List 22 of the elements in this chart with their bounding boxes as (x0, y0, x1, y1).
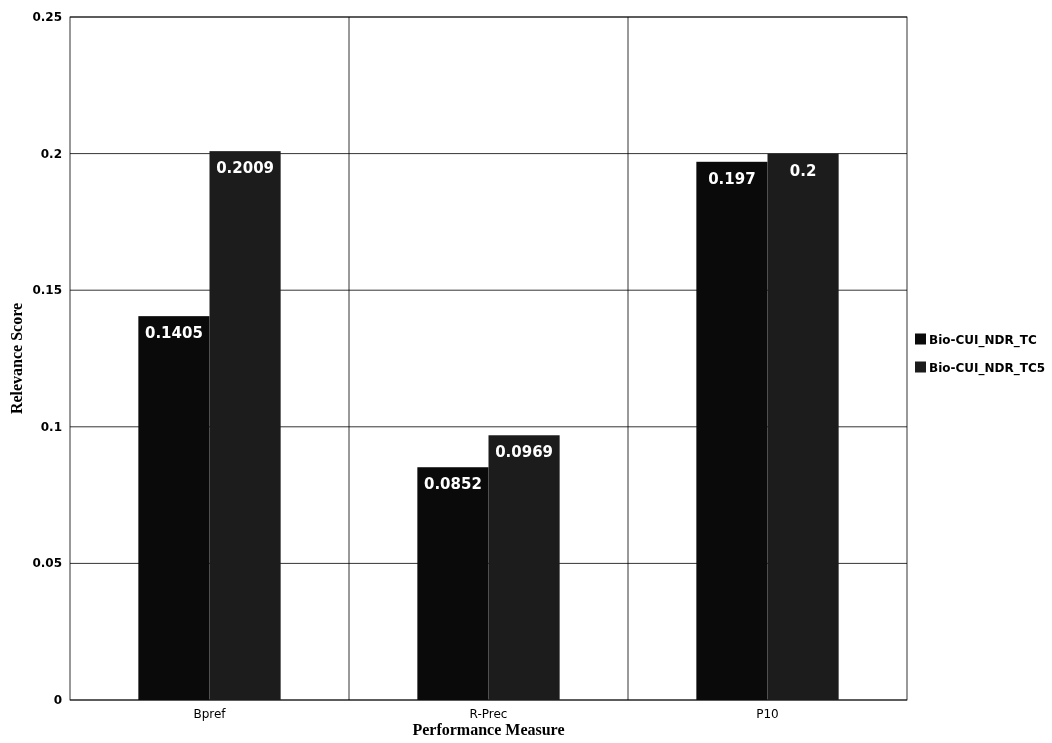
data-label: 0.0969 (495, 443, 554, 462)
y-tick-label: 0 (53, 693, 62, 707)
bar (767, 153, 839, 700)
legend-label: Bio-CUI_NDR_TC (929, 332, 1037, 348)
y-tick-label: 0.2 (40, 146, 62, 161)
bar (209, 151, 281, 700)
y-tick-label: 0.15 (32, 283, 62, 298)
y-tick-label: 0.25 (32, 10, 62, 24)
data-label: 0.0852 (423, 475, 482, 494)
legend-label: Bio-CUI_NDR_TC5 (929, 360, 1046, 376)
data-label: 0.197 (708, 169, 756, 188)
y-axis-title: Relevance Score (8, 302, 25, 415)
x-tick-label: Bpref (193, 707, 227, 721)
data-label: 0.2009 (216, 159, 275, 178)
data-label: 0.2 (789, 161, 817, 180)
bar (488, 435, 560, 700)
y-tick-label: 0.1 (40, 419, 62, 434)
y-tick-label: 0.05 (32, 556, 62, 571)
x-tick-label: R-Prec (469, 707, 508, 721)
x-axis-title: Performance Measure (412, 721, 565, 738)
x-tick-label: P10 (756, 707, 779, 721)
data-label: 0.1405 (144, 324, 203, 343)
